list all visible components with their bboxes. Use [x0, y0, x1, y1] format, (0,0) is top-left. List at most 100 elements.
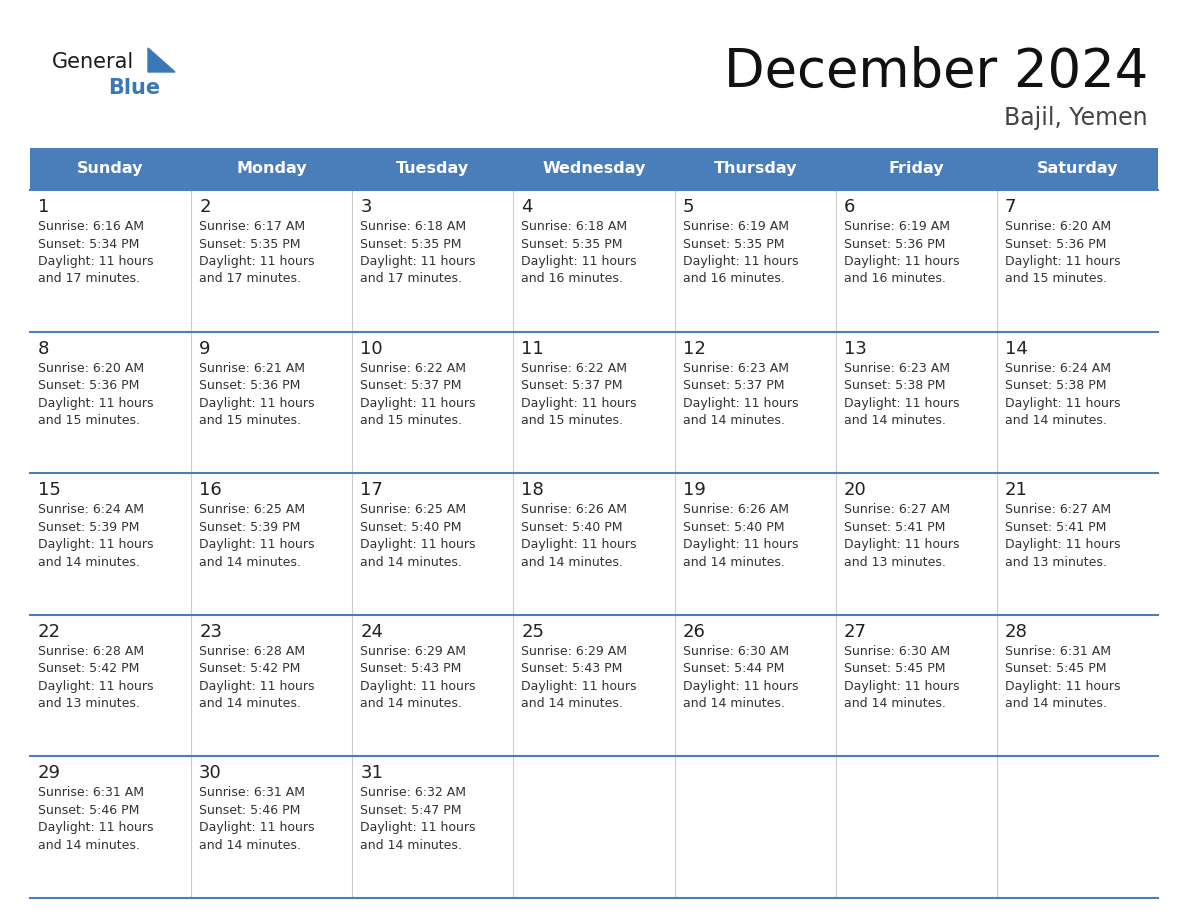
Text: Sunset: 5:40 PM: Sunset: 5:40 PM	[360, 521, 462, 533]
Text: Sunrise: 6:31 AM: Sunrise: 6:31 AM	[38, 787, 144, 800]
Text: Daylight: 11 hours: Daylight: 11 hours	[200, 397, 315, 409]
Text: Daylight: 11 hours: Daylight: 11 hours	[843, 397, 959, 409]
Text: Sunset: 5:43 PM: Sunset: 5:43 PM	[522, 662, 623, 676]
Text: Sunset: 5:36 PM: Sunset: 5:36 PM	[1005, 238, 1106, 251]
Text: Sunset: 5:37 PM: Sunset: 5:37 PM	[683, 379, 784, 392]
Text: 3: 3	[360, 198, 372, 216]
Text: 11: 11	[522, 340, 544, 358]
Text: Daylight: 11 hours: Daylight: 11 hours	[522, 538, 637, 551]
Bar	[997, 473, 1158, 615]
Bar	[513, 148, 675, 190]
Text: Sunset: 5:42 PM: Sunset: 5:42 PM	[38, 662, 139, 676]
Text: and 14 minutes.: and 14 minutes.	[683, 555, 784, 568]
Text: 14: 14	[1005, 340, 1028, 358]
Text: Sunrise: 6:30 AM: Sunrise: 6:30 AM	[843, 644, 950, 658]
Text: and 14 minutes.: and 14 minutes.	[522, 698, 624, 711]
Text: 27: 27	[843, 622, 867, 641]
Text: 29: 29	[38, 765, 61, 782]
Text: Sunset: 5:41 PM: Sunset: 5:41 PM	[843, 521, 946, 533]
Text: Sunset: 5:36 PM: Sunset: 5:36 PM	[38, 379, 139, 392]
Text: Sunrise: 6:24 AM: Sunrise: 6:24 AM	[38, 503, 144, 516]
Text: 8: 8	[38, 340, 50, 358]
Text: Daylight: 11 hours: Daylight: 11 hours	[522, 255, 637, 268]
Text: and 15 minutes.: and 15 minutes.	[38, 414, 140, 427]
Bar	[30, 615, 191, 756]
Text: Daylight: 11 hours: Daylight: 11 hours	[360, 680, 475, 693]
Text: 17: 17	[360, 481, 384, 499]
Bar	[997, 148, 1158, 190]
Text: Daylight: 11 hours: Daylight: 11 hours	[1005, 680, 1120, 693]
Text: 23: 23	[200, 622, 222, 641]
Text: Sunset: 5:36 PM: Sunset: 5:36 PM	[843, 238, 946, 251]
Bar	[30, 473, 191, 615]
Text: Tuesday: Tuesday	[397, 162, 469, 176]
Bar	[513, 473, 675, 615]
Bar	[513, 615, 675, 756]
Text: Sunrise: 6:22 AM: Sunrise: 6:22 AM	[522, 362, 627, 375]
Text: Sunset: 5:35 PM: Sunset: 5:35 PM	[360, 238, 462, 251]
Text: Sunrise: 6:20 AM: Sunrise: 6:20 AM	[38, 362, 144, 375]
Text: Sunset: 5:47 PM: Sunset: 5:47 PM	[360, 804, 462, 817]
Text: Sunset: 5:46 PM: Sunset: 5:46 PM	[200, 804, 301, 817]
Text: and 14 minutes.: and 14 minutes.	[360, 839, 462, 852]
Text: Sunset: 5:37 PM: Sunset: 5:37 PM	[522, 379, 623, 392]
Text: Sunrise: 6:20 AM: Sunrise: 6:20 AM	[1005, 220, 1111, 233]
Text: 4: 4	[522, 198, 533, 216]
Text: and 15 minutes.: and 15 minutes.	[360, 414, 462, 427]
Text: Sunrise: 6:22 AM: Sunrise: 6:22 AM	[360, 362, 466, 375]
Text: 26: 26	[683, 622, 706, 641]
Text: Blue: Blue	[108, 78, 160, 98]
Text: 25: 25	[522, 622, 544, 641]
Bar	[353, 331, 513, 473]
Bar	[513, 756, 675, 898]
Text: and 16 minutes.: and 16 minutes.	[683, 273, 784, 285]
Text: and 13 minutes.: and 13 minutes.	[843, 555, 946, 568]
Text: and 15 minutes.: and 15 minutes.	[1005, 273, 1107, 285]
Text: Daylight: 11 hours: Daylight: 11 hours	[360, 822, 475, 834]
Bar	[675, 615, 835, 756]
Text: Monday: Monday	[236, 162, 307, 176]
Text: and 16 minutes.: and 16 minutes.	[843, 273, 946, 285]
Bar	[835, 331, 997, 473]
Text: and 14 minutes.: and 14 minutes.	[200, 698, 301, 711]
Text: Sunset: 5:42 PM: Sunset: 5:42 PM	[200, 662, 301, 676]
Bar	[353, 615, 513, 756]
Text: Sunday: Sunday	[77, 162, 144, 176]
Text: Sunrise: 6:29 AM: Sunrise: 6:29 AM	[522, 644, 627, 658]
Text: Sunrise: 6:23 AM: Sunrise: 6:23 AM	[843, 362, 949, 375]
Text: and 14 minutes.: and 14 minutes.	[683, 414, 784, 427]
Text: Sunrise: 6:21 AM: Sunrise: 6:21 AM	[200, 362, 305, 375]
Text: Sunrise: 6:16 AM: Sunrise: 6:16 AM	[38, 220, 144, 233]
Text: 7: 7	[1005, 198, 1017, 216]
Text: Sunset: 5:43 PM: Sunset: 5:43 PM	[360, 662, 462, 676]
Bar	[675, 473, 835, 615]
Text: Sunrise: 6:27 AM: Sunrise: 6:27 AM	[1005, 503, 1111, 516]
Text: Sunrise: 6:30 AM: Sunrise: 6:30 AM	[683, 644, 789, 658]
Text: Sunrise: 6:18 AM: Sunrise: 6:18 AM	[360, 220, 467, 233]
Text: Daylight: 11 hours: Daylight: 11 hours	[843, 255, 959, 268]
Text: 2: 2	[200, 198, 210, 216]
Text: Daylight: 11 hours: Daylight: 11 hours	[360, 255, 475, 268]
Text: 28: 28	[1005, 622, 1028, 641]
Text: Sunrise: 6:31 AM: Sunrise: 6:31 AM	[1005, 644, 1111, 658]
Text: Sunset: 5:38 PM: Sunset: 5:38 PM	[843, 379, 946, 392]
Bar	[30, 756, 191, 898]
Text: Sunrise: 6:25 AM: Sunrise: 6:25 AM	[360, 503, 467, 516]
Text: Sunset: 5:46 PM: Sunset: 5:46 PM	[38, 804, 139, 817]
Text: Sunrise: 6:32 AM: Sunrise: 6:32 AM	[360, 787, 466, 800]
Bar	[997, 615, 1158, 756]
Bar	[835, 615, 997, 756]
Bar	[30, 190, 191, 331]
Bar	[30, 148, 191, 190]
Text: and 14 minutes.: and 14 minutes.	[843, 698, 946, 711]
Text: 13: 13	[843, 340, 866, 358]
Text: Daylight: 11 hours: Daylight: 11 hours	[360, 538, 475, 551]
Text: Sunrise: 6:25 AM: Sunrise: 6:25 AM	[200, 503, 305, 516]
Bar	[675, 148, 835, 190]
Text: Sunrise: 6:26 AM: Sunrise: 6:26 AM	[522, 503, 627, 516]
Text: Sunrise: 6:29 AM: Sunrise: 6:29 AM	[360, 644, 466, 658]
Bar	[835, 190, 997, 331]
Text: and 14 minutes.: and 14 minutes.	[360, 698, 462, 711]
Text: and 13 minutes.: and 13 minutes.	[1005, 555, 1107, 568]
Bar	[997, 331, 1158, 473]
